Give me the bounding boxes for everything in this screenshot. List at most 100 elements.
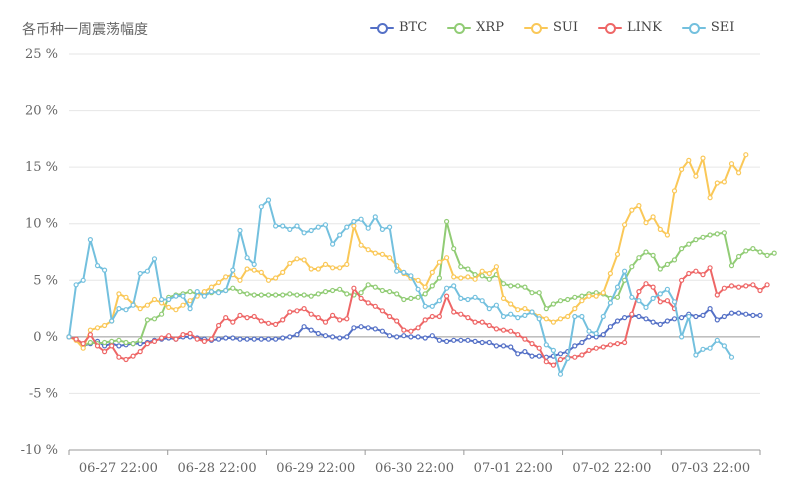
data-point [251,336,257,342]
data-point [629,311,635,317]
data-point [536,345,542,351]
data-point [116,306,122,312]
data-point [315,315,321,321]
legend-swatch-btc [370,22,394,34]
data-point [657,321,663,327]
data-point [80,277,86,283]
data-point [116,291,122,297]
data-point [664,261,671,267]
data-point [728,310,735,316]
data-point [216,336,222,342]
data-point [486,270,492,277]
data-point [415,277,421,283]
data-point [265,197,272,203]
data-point [137,270,143,277]
data-point [422,317,428,323]
data-point [301,292,307,298]
data-point [265,277,272,283]
data-point [109,318,115,324]
data-point [187,298,193,304]
x-tick-label: 06-30 22:00 [375,461,454,476]
data-point [686,270,692,277]
data-point [280,317,286,323]
data-point [757,249,763,255]
data-point [94,263,101,269]
grid-lines [69,53,760,451]
data-point [365,225,371,231]
data-point [358,290,364,296]
legend-item-xrp[interactable]: XRP [447,20,504,35]
data-point [73,336,79,342]
data-point [614,318,621,324]
data-point [721,230,728,236]
data-point [536,316,542,322]
data-point [315,291,321,297]
data-point [479,339,485,346]
data-point [508,311,514,317]
legend-item-link[interactable]: LINK [597,20,662,35]
legend-item-btc[interactable]: BTC [370,20,427,35]
legend-item-sui[interactable]: SUI [523,20,578,35]
data-point [372,214,378,220]
data-point [693,268,699,274]
data-point [273,336,279,342]
data-point [572,354,578,360]
data-point [387,255,393,261]
data-point [714,292,720,298]
data-point [173,336,179,342]
data-point [116,337,122,343]
data-point [187,330,193,337]
data-point [258,204,264,210]
data-point [671,299,678,305]
data-point [500,295,507,301]
data-point [693,237,699,243]
data-point [643,249,649,255]
data-point [636,203,642,209]
data-point [159,296,165,303]
data-point [80,345,86,351]
data-point [301,257,307,263]
data-point [258,269,264,275]
data-point [315,330,321,337]
legend-item-sei[interactable]: SEI [681,20,734,35]
data-point [721,313,728,320]
data-point [671,316,678,322]
data-point [550,319,557,325]
data-point [287,291,293,297]
data-point [600,313,606,320]
data-point [636,313,642,320]
x-tick-label: 06-27 22:00 [79,461,158,476]
data-point [351,223,357,229]
data-point [536,353,542,359]
data-point [493,264,499,270]
data-point [508,344,514,350]
data-point [479,298,485,304]
data-point [451,337,457,343]
data-point [579,293,585,299]
data-point [614,251,621,257]
data-point [557,351,564,357]
data-point [358,295,364,301]
data-point [536,290,542,296]
data-point [451,283,457,289]
y-tick-label: 25 % [25,47,58,62]
data-point [764,252,770,258]
data-point [636,255,642,261]
data-point [543,316,549,322]
data-point [629,294,635,300]
data-point [436,275,442,281]
data-point [322,261,329,267]
data-point [650,252,656,258]
data-point [344,261,350,267]
data-point [458,337,464,343]
data-point [273,223,279,229]
data-point [408,273,414,279]
x-tick-label: 07-03 22:00 [671,461,750,476]
data-point [593,345,599,351]
data-point [330,312,336,318]
data-point [208,289,215,295]
data-point [479,268,485,274]
data-point [180,332,186,338]
data-point [201,293,207,299]
data-point [579,298,585,304]
